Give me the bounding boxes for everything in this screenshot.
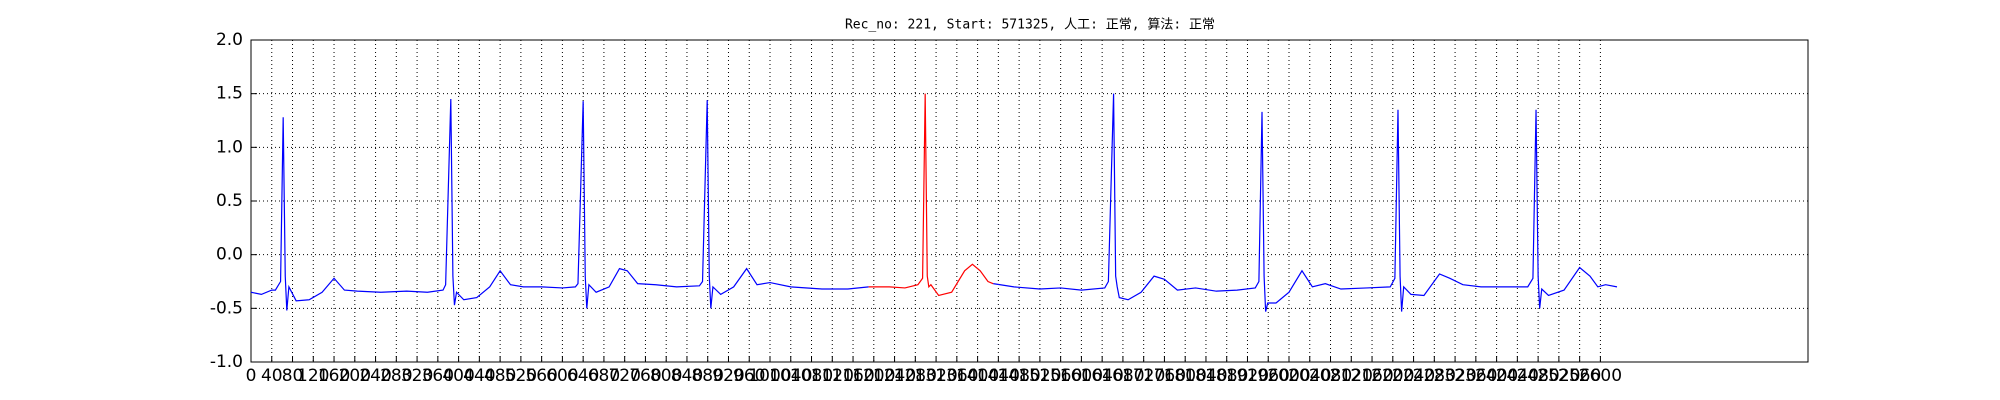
x-tick-label: 1120 xyxy=(811,366,854,386)
x-tick-label: 2200 xyxy=(1371,366,1414,386)
x-tick-label: 2600 xyxy=(1579,366,1622,386)
x-tick-label: 1640 xyxy=(1081,366,1124,386)
x-tick-label: 680 xyxy=(588,366,620,386)
x-tick-label: 2480 xyxy=(1516,366,1559,386)
x-tick-label: 440 xyxy=(463,366,495,386)
x-tick-label: 320 xyxy=(401,366,433,386)
series-line xyxy=(868,93,994,297)
x-tick-label: 1400 xyxy=(956,366,999,386)
x-tick-label: 520 xyxy=(505,366,537,386)
y-tick-label: 1.5 xyxy=(216,84,243,104)
x-tick-label: 1520 xyxy=(1018,366,1061,386)
x-tick-label: 1360 xyxy=(935,366,978,386)
series-line xyxy=(993,93,1618,312)
x-tick-label: 2240 xyxy=(1392,366,1435,386)
x-tick-label: 1440 xyxy=(977,366,1020,386)
x-tick-label: 2080 xyxy=(1309,366,1352,386)
x-tick-label: 1080 xyxy=(790,366,833,386)
x-tick-label: 1600 xyxy=(1060,366,1103,386)
x-tick-label: 80 xyxy=(282,366,304,386)
series-line xyxy=(250,99,869,311)
x-tick-label: 640 xyxy=(567,366,599,386)
y-tick-label: 1.0 xyxy=(216,137,243,157)
x-tick-label: 2520 xyxy=(1537,366,1580,386)
x-tick-label: 800 xyxy=(650,366,682,386)
y-tick-label: 0.5 xyxy=(216,191,243,211)
x-tick-label: 2280 xyxy=(1413,366,1456,386)
x-tick-label: 1960 xyxy=(1247,366,1290,386)
x-tick-label: 960 xyxy=(733,366,765,386)
x-tick-label: 1920 xyxy=(1226,366,1269,386)
y-tick-label: 0.0 xyxy=(216,245,243,265)
x-tick-label: 1040 xyxy=(769,366,812,386)
x-tick-label: 2160 xyxy=(1350,366,1393,386)
x-tick-label: 1760 xyxy=(1143,366,1186,386)
x-tick-label: 1240 xyxy=(873,366,916,386)
x-tick-label: 720 xyxy=(608,366,640,386)
x-tick-label: 1160 xyxy=(831,366,874,386)
x-tick-label: 1480 xyxy=(997,366,1040,386)
x-tick-label: 2040 xyxy=(1288,366,1331,386)
x-tick-label: 160 xyxy=(318,366,350,386)
x-tick-label: 2400 xyxy=(1475,366,1518,386)
x-tick-label: 1560 xyxy=(1039,366,1082,386)
chart-title: Rec_no: 221, Start: 571325, 人工: 正常, 算法: … xyxy=(845,18,1215,33)
x-tick-label: 240 xyxy=(359,366,391,386)
x-tick-label: 2560 xyxy=(1558,366,1601,386)
y-tick-label: -0.5 xyxy=(210,298,243,318)
x-tick-label: 600 xyxy=(546,366,578,386)
x-tick-label: 1000 xyxy=(748,366,791,386)
x-tick-label: 2360 xyxy=(1454,366,1497,386)
x-tick-label: 200 xyxy=(339,366,371,386)
plot-frame xyxy=(250,39,1809,363)
x-tick-label: 1800 xyxy=(1164,366,1207,386)
x-tick-label: 360 xyxy=(422,366,454,386)
x-tick-label: 2320 xyxy=(1433,366,1476,386)
x-tick-label: 760 xyxy=(629,366,661,386)
x-tick-label: 1280 xyxy=(894,366,937,386)
x-tick-label: 120 xyxy=(297,366,329,386)
x-tick-label: 0 xyxy=(246,366,257,386)
x-tick-label: 280 xyxy=(380,366,412,386)
x-tick-label: 480 xyxy=(484,366,516,386)
x-tick-label: 2000 xyxy=(1267,366,1310,386)
x-tick-label: 1880 xyxy=(1205,366,1248,386)
x-tick-label: 1840 xyxy=(1184,366,1227,386)
x-tick-label: 560 xyxy=(525,366,557,386)
x-tick-label: 2120 xyxy=(1330,366,1373,386)
x-tick-label: 880 xyxy=(691,366,723,386)
x-tick-label: 1320 xyxy=(914,366,957,386)
x-tick-label: 1720 xyxy=(1122,366,1165,386)
x-tick-label: 400 xyxy=(442,366,474,386)
x-tick-label: 2440 xyxy=(1496,366,1539,386)
x-tick-label: 40 xyxy=(261,366,283,386)
x-tick-label: 920 xyxy=(712,366,744,386)
x-tick-label: 840 xyxy=(671,366,703,386)
x-tick-label: 1680 xyxy=(1101,366,1144,386)
x-tick-label: 1200 xyxy=(852,366,895,386)
y-tick-label: 2.0 xyxy=(216,30,243,50)
y-tick-label: -1.0 xyxy=(210,352,243,372)
